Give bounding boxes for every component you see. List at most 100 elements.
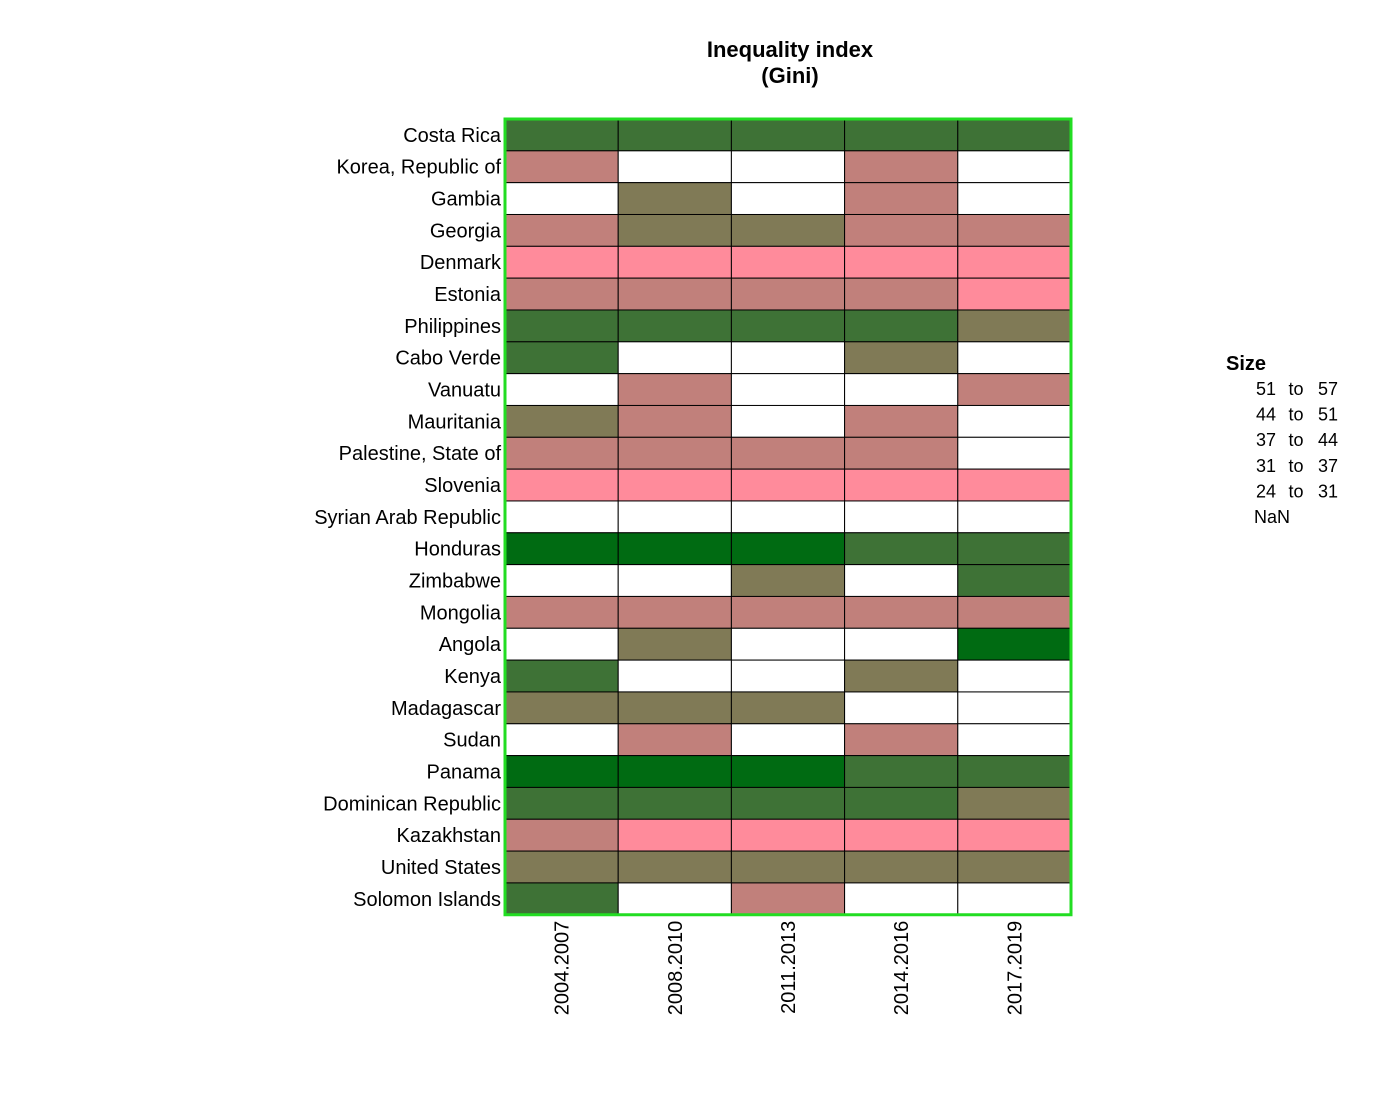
heatmap-cell <box>504 691 619 725</box>
heatmap-cell <box>844 468 959 502</box>
heatmap-cell <box>504 213 619 247</box>
heatmap-cell <box>504 786 619 820</box>
row-label: Vanuatu <box>428 380 501 402</box>
row-label: Slovenia <box>424 475 502 497</box>
heatmap-cell <box>504 341 619 375</box>
heatmap-cell <box>957 436 1072 470</box>
legend-from: 24 <box>1256 481 1276 501</box>
heatmap-cell <box>957 850 1072 884</box>
column-label: 2014.2016 <box>891 921 913 1016</box>
heatmap-cell <box>617 500 732 534</box>
heatmap-cell <box>730 245 846 279</box>
row-label: Zimbabwe <box>409 571 501 593</box>
heatmap-cell <box>957 118 1072 152</box>
heatmap-cell <box>617 723 732 757</box>
row-label: Solomon Islands <box>353 889 501 911</box>
heatmap-cell <box>730 850 846 884</box>
heatmap-cell <box>844 404 959 438</box>
legend-to-word: to <box>1288 430 1303 450</box>
heatmap-cell <box>617 309 732 343</box>
legend-label: NaN <box>1254 507 1290 527</box>
heatmap-cell <box>504 245 619 279</box>
heatmap-cell <box>730 309 846 343</box>
legend-to-word: to <box>1288 456 1303 476</box>
row-label: United States <box>381 857 501 879</box>
heatmap-cell <box>504 659 619 693</box>
row-label: Denmark <box>420 252 502 274</box>
row-label: Mauritania <box>408 411 502 433</box>
heatmap-cell <box>730 786 846 820</box>
heatmap-cell <box>504 564 619 597</box>
heatmap-cell <box>504 277 619 311</box>
heatmap-cell <box>504 404 619 438</box>
heatmap-cell <box>844 213 959 247</box>
heatmap-cell <box>957 818 1072 852</box>
row-label: Honduras <box>414 539 501 561</box>
heatmap-cell <box>730 595 846 629</box>
heatmap-cell <box>957 373 1072 406</box>
heatmap-cell <box>844 182 959 215</box>
heatmap-cell <box>844 118 959 152</box>
heatmap-cell <box>844 595 959 629</box>
heatmap-cell <box>617 150 732 184</box>
heatmap-cell <box>957 309 1072 343</box>
heatmap-cell <box>617 882 732 916</box>
row-label: Gambia <box>431 189 502 211</box>
chart-title-line-1: Inequality index <box>707 37 874 62</box>
row-label: Panama <box>427 762 502 784</box>
heatmap-cell <box>844 245 959 279</box>
heatmap-cell <box>730 882 846 916</box>
legend-from: 51 <box>1256 379 1276 399</box>
heatmap-cell <box>957 213 1072 247</box>
row-label: Palestine, State of <box>339 443 502 465</box>
heatmap-cell <box>730 182 846 215</box>
heatmap-cell <box>504 309 619 343</box>
heatmap-cell <box>617 373 732 406</box>
legend-entries: 51 to 57 44 to 51 37 to 44 31 to 37 24 to 31 NaN <box>1254 379 1338 527</box>
legend-from: 37 <box>1256 430 1276 450</box>
row-label: Kazakhstan <box>396 825 501 847</box>
heatmap-cell <box>844 309 959 343</box>
heatmap-cell <box>844 150 959 184</box>
heatmap-cell <box>957 691 1072 725</box>
column-label: 2008.2010 <box>665 921 687 1016</box>
heatmap-cell <box>844 373 959 406</box>
legend: Size 51 to 57 44 to 51 37 to 44 31 to 37 24 to 31 NaN <box>1226 353 1338 527</box>
heatmap-cell <box>617 595 732 629</box>
heatmap-cell <box>844 850 959 884</box>
legend-title: Size <box>1226 353 1266 375</box>
row-label: Angola <box>439 634 502 656</box>
heatmap-cell <box>844 436 959 470</box>
heatmap-cell <box>617 468 732 502</box>
heatmap-cell <box>957 595 1072 629</box>
heatmap-cell <box>504 468 619 502</box>
heatmap-cell <box>504 532 619 566</box>
heatmap-cell <box>730 341 846 375</box>
row-labels: Costa Rica Korea, Republic of Gambia Georgi… <box>314 125 502 911</box>
chart-title-line-2: (Gini) <box>761 63 818 88</box>
heatmap-cell <box>844 659 959 693</box>
row-label: Korea, Republic of <box>336 157 501 179</box>
heatmap-cell <box>957 404 1072 438</box>
row-label: Mongolia <box>420 602 502 624</box>
heatmap-cell <box>617 818 732 852</box>
heatmap-cell <box>844 500 959 534</box>
legend-to: 37 <box>1318 456 1338 476</box>
heatmap-cell <box>504 850 619 884</box>
heatmap-cell <box>617 755 732 788</box>
heatmap-cell <box>617 532 732 566</box>
heatmap-cell <box>617 786 732 820</box>
heatmap-cell <box>504 150 619 184</box>
heatmap-cell <box>504 436 619 470</box>
heatmap-cell <box>957 723 1072 757</box>
heatmap-cell <box>617 118 732 152</box>
heatmap-cell <box>844 882 959 916</box>
heatmap-cell <box>730 500 846 534</box>
heatmap-cell <box>730 404 846 438</box>
heatmap-cell <box>957 564 1072 597</box>
heatmap-cell <box>617 277 732 311</box>
legend-to: 57 <box>1318 379 1338 399</box>
heatmap-cell <box>617 182 732 215</box>
heatmap-cell <box>730 150 846 184</box>
heatmap-cell <box>844 786 959 820</box>
